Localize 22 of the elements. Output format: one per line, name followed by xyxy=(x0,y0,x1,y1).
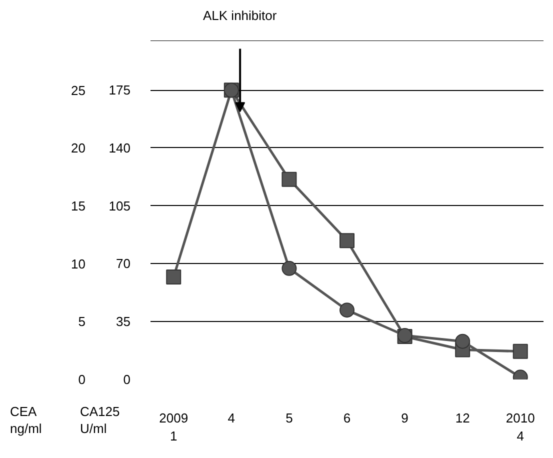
y-tick-label: 105 xyxy=(108,198,131,214)
x-tick-label: 2009 1 xyxy=(159,410,188,444)
y-tick-label: 140 xyxy=(108,140,131,156)
text: ALK inhibitor xyxy=(203,8,277,25)
y2-tick-label: 10 xyxy=(71,256,86,272)
x-tick-label: 6 xyxy=(343,410,351,426)
y2-tick-label: 20 xyxy=(71,140,86,156)
y-tick-label: 0 xyxy=(123,372,131,387)
x-tick-label: 9 xyxy=(401,410,408,426)
x-tick-label: 5 xyxy=(286,410,293,426)
y2-tick-label: 0 xyxy=(78,372,86,387)
y2-tick-label: 15 xyxy=(71,198,86,214)
y-tick-label: 70 xyxy=(116,256,131,272)
x-tick-label: 2010 4 xyxy=(506,410,535,444)
y-tick-label: 175 xyxy=(108,82,131,98)
y-tick-label: 35 xyxy=(116,314,131,330)
x-tick-label: 12 xyxy=(455,410,470,426)
y2-tick-label: 25 xyxy=(71,82,86,98)
y2-tick-label: 5 xyxy=(78,314,86,330)
x-tick-label: 4 xyxy=(228,410,236,426)
y2-axis-title: CEA ng/ml xyxy=(10,404,42,438)
y-axis-title: CA125 U/ml xyxy=(80,404,120,438)
